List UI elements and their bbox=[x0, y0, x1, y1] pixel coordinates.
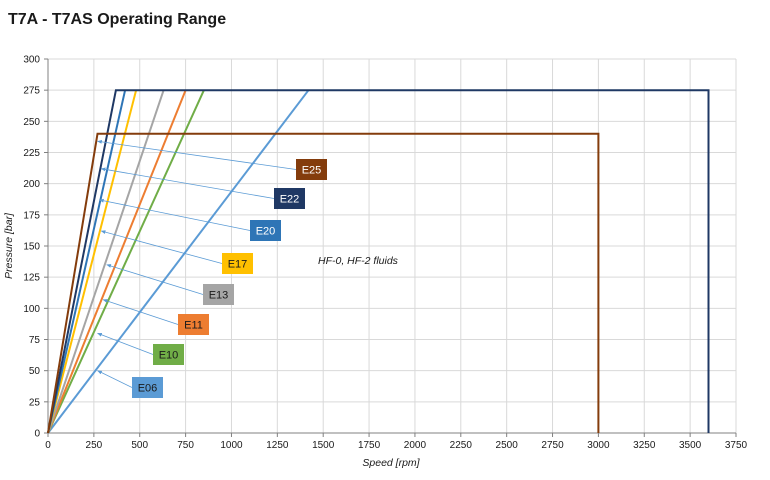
x-tick-label: 250 bbox=[86, 440, 103, 451]
series-line-e06 bbox=[47, 89, 310, 434]
y-axis-label: Pressure [bar] bbox=[3, 212, 15, 279]
y-tick-label: 300 bbox=[23, 55, 40, 66]
series-line-e10 bbox=[47, 89, 205, 434]
series-labels: E25 E22 E20 E17 E13 E11 E10 E06 bbox=[132, 159, 327, 398]
label-box-e17 bbox=[222, 253, 253, 274]
grid bbox=[47, 58, 737, 434]
x-tick-label: 1250 bbox=[266, 440, 289, 451]
x-tick-label: 1750 bbox=[358, 440, 381, 451]
y-tick-label: 25 bbox=[29, 397, 41, 408]
y-tick-label: 225 bbox=[23, 148, 40, 159]
series-line-e17 bbox=[47, 89, 138, 434]
series-line-e25 bbox=[47, 132, 600, 434]
x-tick-label: 1000 bbox=[220, 440, 243, 451]
x-tick-label: 1500 bbox=[312, 440, 335, 451]
label-box-e06 bbox=[132, 377, 163, 398]
x-tick-label: 2750 bbox=[541, 440, 564, 451]
y-tick-label: 275 bbox=[23, 86, 40, 97]
x-tick-label: 3250 bbox=[633, 440, 656, 451]
y-tick-label: 50 bbox=[29, 366, 41, 377]
y-tick-label: 125 bbox=[23, 273, 40, 284]
label-arrow-e10 bbox=[97, 332, 154, 355]
label-text-e25: E25 bbox=[302, 165, 322, 177]
y-tick-label: 150 bbox=[23, 242, 40, 253]
y-tick-label: 100 bbox=[23, 304, 40, 315]
x-tick-label: 0 bbox=[45, 440, 51, 451]
series-line-e22 bbox=[47, 89, 710, 434]
series-line-e13 bbox=[47, 89, 165, 434]
label-text-e11: E11 bbox=[184, 320, 203, 332]
label-arrow-e22 bbox=[100, 167, 275, 199]
label-arrow-e11 bbox=[102, 299, 179, 325]
y-tick-label: 250 bbox=[23, 117, 40, 128]
x-tick-label: 2250 bbox=[450, 440, 473, 451]
label-arrow-e25 bbox=[97, 139, 297, 170]
label-box-e25 bbox=[296, 159, 327, 180]
label-box-e22 bbox=[274, 188, 305, 209]
y-tick-label: 175 bbox=[23, 210, 40, 221]
label-box-e10 bbox=[153, 344, 184, 365]
label-text-e06: E06 bbox=[138, 383, 158, 395]
label-text-e10: E10 bbox=[159, 350, 179, 362]
label-arrow-e13 bbox=[106, 264, 204, 295]
label-arrows bbox=[97, 139, 297, 388]
label-text-e17: E17 bbox=[228, 259, 248, 271]
label-text-e13: E13 bbox=[209, 290, 229, 302]
x-axis-label: Speed [rpm] bbox=[362, 457, 420, 469]
fluids-annotation: HF-0, HF-2 fluids bbox=[318, 255, 399, 267]
x-tick-label: 500 bbox=[131, 440, 148, 451]
label-arrow-e17 bbox=[100, 230, 223, 264]
label-arrow-e06 bbox=[97, 370, 133, 388]
y-tick-label: 200 bbox=[23, 179, 40, 190]
label-text-e22: E22 bbox=[280, 194, 300, 206]
y-tick-label: 0 bbox=[34, 429, 40, 440]
x-tick-label: 3750 bbox=[725, 440, 748, 451]
x-tick-label: 750 bbox=[177, 440, 194, 451]
series-lines bbox=[47, 89, 710, 434]
x-tick-label: 2500 bbox=[496, 440, 519, 451]
y-tick-label: 75 bbox=[29, 335, 41, 346]
series-line-e11 bbox=[47, 89, 187, 434]
x-tick-label: 2000 bbox=[404, 440, 427, 451]
label-box-e20 bbox=[250, 220, 281, 241]
label-arrow-e20 bbox=[98, 198, 251, 231]
chart-title: T7A - T7AS Operating Range bbox=[8, 11, 227, 28]
x-tick-label: 3000 bbox=[587, 440, 610, 451]
label-box-e11 bbox=[178, 314, 209, 335]
label-box-e13 bbox=[203, 284, 234, 305]
series-line-e20 bbox=[47, 89, 127, 434]
x-tick-label: 3500 bbox=[679, 440, 702, 451]
label-text-e20: E20 bbox=[256, 226, 276, 238]
